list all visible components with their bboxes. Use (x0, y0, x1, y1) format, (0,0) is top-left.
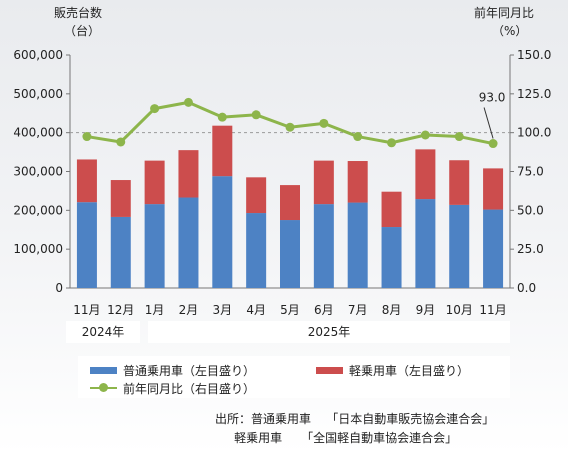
bar-regular (381, 227, 402, 288)
source-category-2: 軽乗用車 (234, 431, 283, 445)
left-tick-label: 0 (55, 281, 63, 295)
bar-regular (212, 176, 233, 288)
point-yoy (82, 132, 92, 142)
point-yoy (353, 132, 363, 142)
x-tick-label: 8月 (382, 303, 402, 317)
point-yoy (183, 97, 193, 107)
bar-regular (144, 204, 165, 288)
legend-line-yoy (90, 383, 117, 392)
left-tick-label: 600,000 (13, 48, 63, 62)
bar-regular (76, 202, 97, 288)
legend-item-kei: 軽乗用車（左目盛り） (316, 362, 469, 378)
x-tick-label: 11月 (479, 303, 506, 317)
bar-regular (347, 202, 368, 288)
bar-regular (110, 216, 131, 288)
point-yoy (116, 137, 126, 147)
point-yoy (454, 132, 464, 142)
x-tick-label: 3月 (212, 303, 232, 317)
x-tick-label: 2月 (179, 303, 199, 317)
x-tick-label: 12月 (107, 303, 134, 317)
bar-kei (381, 191, 402, 228)
left-axis-unit: （台） (64, 24, 101, 38)
left-tick-label: 500,000 (13, 87, 63, 101)
legend-item-regular: 普通乗用車（左目盛り） (90, 362, 255, 378)
bar-regular (483, 209, 504, 288)
left-tick-label: 400,000 (13, 126, 63, 140)
right-axis-unit: （%） (492, 24, 528, 38)
bar-kei (212, 125, 233, 177)
source-org-2: 「全国軽自動車協会連合会」 (301, 431, 458, 445)
bar-kei (246, 177, 267, 214)
annotation-leader (483, 107, 494, 139)
legend-label-yoy: 前年同月比（右目盛り） (123, 381, 256, 396)
right-axis-title: 前年同月比 (474, 6, 535, 20)
bar-regular (280, 220, 300, 288)
bar-kei (483, 168, 504, 210)
point-yoy (217, 112, 227, 122)
source-org-1: 「日本自動車販売協会連合会」 (326, 412, 495, 426)
x-tick-label: 4月 (246, 303, 266, 317)
bar-kei (110, 180, 131, 217)
right-tick-label: 25.0 (517, 242, 544, 256)
point-yoy (387, 138, 397, 148)
point-yoy (251, 110, 261, 120)
bar-kei (347, 161, 368, 203)
left-tick-label: 200,000 (13, 203, 63, 217)
bar-regular (178, 197, 199, 288)
x-tick-label: 10月 (446, 303, 473, 317)
x-tick-label: 1月 (145, 303, 165, 317)
bar-regular (415, 199, 436, 288)
bar-kei (144, 160, 165, 205)
bar-kei (449, 160, 470, 205)
legend-swatch-regular (90, 366, 117, 374)
legend-swatch-kei (316, 366, 343, 374)
x-tick-label: 11月 (73, 303, 100, 317)
source-category-1: 普通乗用車 (251, 412, 312, 426)
source-label: 出所： (215, 412, 252, 426)
legend-label-kei: 軽乗用車（左目盛り） (349, 363, 470, 378)
year-label-2024: 2024年 (66, 321, 140, 343)
point-yoy (285, 122, 295, 132)
bar-kei (313, 160, 334, 205)
point-yoy (488, 139, 498, 149)
x-tick-label: 9月 (416, 303, 436, 317)
point-yoy (150, 104, 160, 114)
legend-label-regular: 普通乗用車（左目盛り） (123, 363, 256, 378)
bar-regular (246, 213, 267, 288)
right-tick-label: 50.0 (517, 203, 544, 217)
legend: 普通乗用車（左目盛り） 軽乗用車（左目盛り） 前年同月比（右目盛り） (78, 356, 510, 398)
right-tick-label: 125.0 (517, 87, 551, 101)
right-tick-label: 100.0 (517, 126, 551, 140)
x-tick-label: 5月 (280, 303, 300, 317)
left-tick-label: 300,000 (13, 165, 63, 179)
right-tick-label: 150.0 (517, 48, 551, 62)
source-note: 出所：普通乗用車 「日本自動車販売協会連合会」 軽乗用車 「全国軽自動車協会連合… (215, 410, 494, 448)
bar-kei (415, 149, 436, 200)
bar-kei (280, 185, 300, 221)
year-label-2025: 2025年 (148, 321, 510, 343)
x-tick-label: 7月 (348, 303, 368, 317)
bar-kei (76, 159, 97, 203)
legend-item-yoy: 前年同月比（右目盛り） (90, 380, 255, 396)
x-tick-label: 6月 (314, 303, 334, 317)
left-tick-label: 100,000 (13, 242, 63, 256)
point-yoy (420, 130, 430, 140)
right-tick-label: 0.0 (517, 281, 536, 295)
bar-regular (449, 204, 470, 288)
left-axis-title: 販売台数 (54, 6, 103, 20)
point-yoy (319, 118, 329, 128)
annotation-label: 93.0 (479, 91, 506, 105)
bar-kei (178, 150, 199, 198)
right-tick-label: 75.0 (517, 165, 544, 179)
bar-regular (313, 204, 334, 288)
